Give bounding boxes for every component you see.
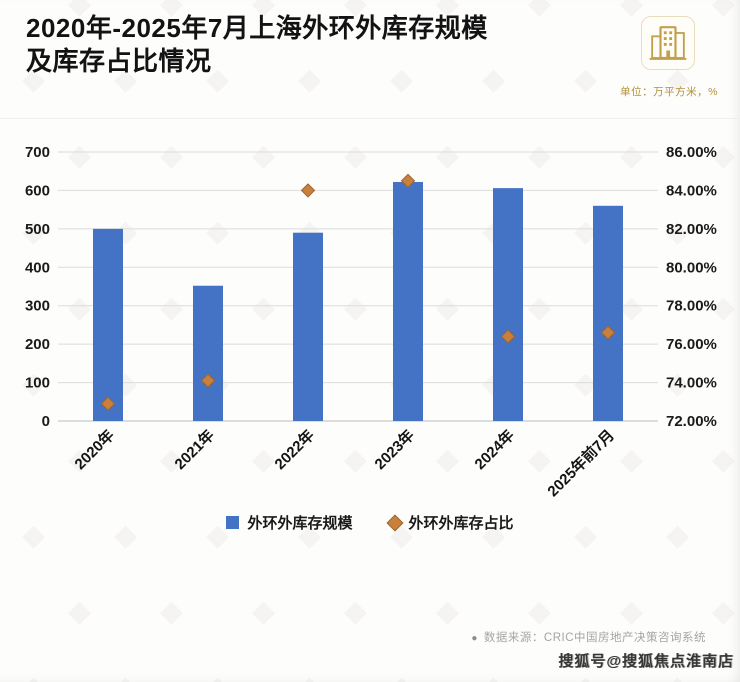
source-text: 数据来源：CRIC中国房地产决策咨询系统 — [483, 632, 706, 644]
legend-label: 外环外库存占比 — [408, 515, 514, 532]
legend-square-marker-icon — [226, 516, 240, 529]
left-axis-tick-label: 200 — [25, 336, 50, 353]
bar-chart: 700 86.00% 600 84.00% 500 82.00% 400 80.00% 300 7… — [25, 144, 717, 500]
pattern-glyph: ◆ — [712, 595, 736, 628]
title-line1: 2020年-2025年7月上海外环外库存规模 — [26, 13, 488, 43]
left-axis-tick-label: 700 — [25, 144, 50, 161]
building-icon — [649, 26, 687, 60]
pattern-glyph: ◆ — [298, 670, 321, 682]
legend-item-1: 外环外库存占比 — [386, 512, 514, 533]
pattern-glyph: ◆ — [482, 670, 505, 682]
left-axis-tick-label: 100 — [25, 375, 50, 392]
sohu-watermark: 搜狐号@搜狐焦点淮南店 — [558, 653, 734, 670]
diamond-marker — [300, 183, 316, 198]
diamond-marker — [200, 373, 216, 388]
page-title: 2020年-2025年7月上海外环外库存规模 及库存占比情况 — [26, 12, 488, 79]
pattern-glyph: ◆ — [252, 595, 276, 628]
x-axis-label: 2025年前7月 — [544, 426, 618, 500]
bar-inventory-scale — [493, 188, 523, 421]
legend-item-0: 外环外库存规模 — [226, 512, 353, 533]
x-axis-label: 2022年 — [271, 426, 318, 473]
source-bullet-icon: ● — [471, 633, 478, 644]
legend-label: 外环外库存规模 — [247, 515, 353, 532]
right-axis-tick-label: 86.00% — [666, 144, 717, 161]
left-axis-tick-label: 600 — [25, 182, 50, 199]
right-axis-tick-label: 84.00% — [666, 182, 717, 199]
unit-note: 单位：万平方米，% — [620, 86, 718, 98]
right-axis-tick-label: 74.00% — [666, 375, 717, 392]
x-axis-label: 2020年 — [71, 426, 118, 473]
bar-inventory-scale — [93, 228, 123, 421]
left-axis-tick-label: 0 — [42, 413, 50, 430]
pattern-glyph: ◆ — [22, 670, 45, 682]
diamond-marker — [400, 173, 416, 189]
bar-inventory-scale — [193, 285, 223, 421]
right-axis-tick-label: 76.00% — [666, 336, 717, 353]
x-axis-label: 2021年 — [171, 426, 218, 473]
header: 2020年-2025年7月上海外环外库存规模 及库存占比情况 单位：万平方米，% — [0, 0, 740, 119]
legend: 外环外库存规模 外环外库存占比 — [0, 512, 740, 533]
x-axis-label: 2024年 — [471, 426, 518, 473]
pattern-glyph: ◆ — [528, 595, 552, 628]
pattern-glyph: ◆ — [620, 595, 644, 628]
brand-box — [641, 16, 695, 70]
right-axis-tick-label: 80.00% — [666, 259, 717, 276]
legend-diamond-marker-icon — [386, 514, 403, 531]
right-axis-tick-label: 78.00% — [666, 298, 717, 315]
data-source: ● 数据来源：CRIC中国房地产决策咨询系统 — [471, 629, 706, 645]
left-axis-tick-label: 500 — [25, 221, 50, 238]
right-axis-tick-label: 82.00% — [666, 221, 717, 238]
diamond-marker — [500, 329, 516, 344]
bar-inventory-scale — [393, 181, 423, 421]
bar-inventory-scale — [293, 232, 323, 421]
pattern-glyph: ◆ — [344, 595, 368, 628]
x-axis-label: 2023年 — [371, 426, 418, 473]
pattern-glyph: ◆ — [574, 670, 597, 682]
pattern-glyph: ◆ — [436, 595, 460, 628]
diamond-marker — [100, 396, 116, 411]
left-axis-tick-label: 300 — [25, 298, 50, 315]
pattern-glyph: ◆ — [68, 595, 92, 628]
pattern-glyph: ◆ — [160, 595, 184, 628]
pattern-glyph: ◆ — [390, 670, 413, 682]
pattern-glyph: ◆ — [206, 670, 229, 682]
title-line2: 及库存占比情况 — [26, 46, 212, 77]
left-axis-tick-label: 400 — [25, 259, 50, 276]
pattern-glyph: ◆ — [666, 670, 689, 682]
diamond-marker — [600, 325, 616, 340]
bar-inventory-scale — [593, 205, 623, 421]
right-axis-tick-label: 72.00% — [666, 413, 717, 430]
pattern-glyph: ◆ — [114, 670, 137, 682]
